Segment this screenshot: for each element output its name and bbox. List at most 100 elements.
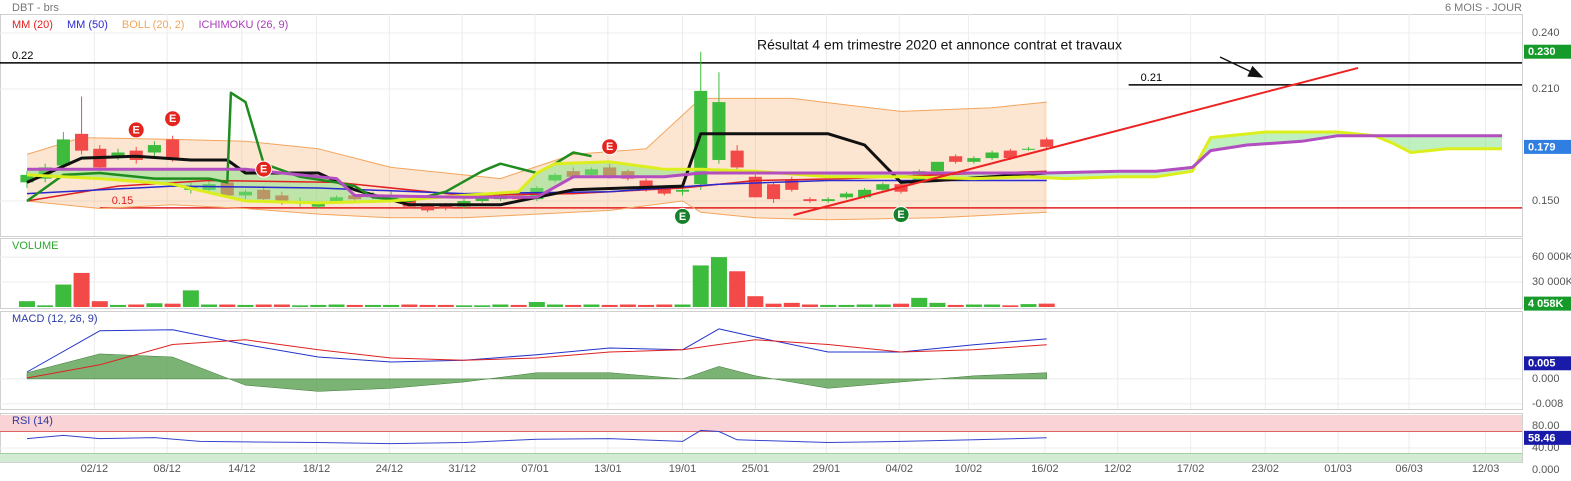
x-tick-label: 06/03 xyxy=(1395,463,1423,475)
volume-bar xyxy=(37,305,54,307)
chart-subtitle: 6 MOIS - JOUR xyxy=(1445,2,1522,14)
bollinger-upper xyxy=(26,97,1047,180)
y-tick-label: 0.240 xyxy=(1532,27,1560,39)
volume-bar xyxy=(619,304,636,307)
volume-bar xyxy=(146,303,163,307)
event-marker xyxy=(601,138,619,156)
overbought-zone xyxy=(0,415,1522,432)
volume-bar xyxy=(109,304,127,307)
x-tick-label: 25/01 xyxy=(742,463,770,475)
volume-bar xyxy=(528,302,545,307)
ichimoku-line xyxy=(26,91,592,203)
value-tag xyxy=(1524,356,1571,371)
trend-line xyxy=(793,66,1359,216)
candle-body xyxy=(639,180,653,190)
value-tag xyxy=(1524,44,1571,59)
annotation-arrow xyxy=(1219,56,1264,78)
candle-body xyxy=(767,184,781,200)
legend-entry: ICHIMOKU (26, 9) xyxy=(198,19,288,31)
candle-body xyxy=(985,152,999,159)
panel xyxy=(0,311,1522,409)
volume-bar xyxy=(18,301,35,307)
volume-bar xyxy=(874,304,891,307)
x-tick-label: 13/01 xyxy=(594,463,622,475)
candle-body xyxy=(56,139,70,166)
event-label: E xyxy=(133,124,140,136)
x-tick-label: 12/03 xyxy=(1472,463,1500,475)
volume-bar xyxy=(801,304,818,307)
event-label: E xyxy=(606,141,613,153)
candle-body xyxy=(785,180,799,190)
volume-bar xyxy=(656,304,673,307)
panel-title: MACD (12, 26, 9) xyxy=(12,313,98,325)
candle-body xyxy=(675,189,690,192)
volume-bar xyxy=(383,304,400,307)
volume-bar xyxy=(91,301,108,307)
volume-bar xyxy=(128,304,145,307)
x-tick-label: 08/12 xyxy=(153,463,181,475)
candle-body xyxy=(657,187,671,194)
volume-bar xyxy=(947,304,964,307)
volume-bar xyxy=(729,271,746,307)
candle-body xyxy=(821,199,835,202)
panel: 0.22 0.21 0.15 xyxy=(0,14,1522,236)
x-tick-label: 18/12 xyxy=(303,463,331,475)
x-tick-label: 16/02 xyxy=(1031,463,1059,475)
volume-bar xyxy=(911,297,928,307)
volume-bar xyxy=(182,290,199,307)
x-tick-label: 19/01 xyxy=(669,463,697,475)
x-tick-label: 14/12 xyxy=(228,463,256,475)
indicator-line xyxy=(26,339,1047,379)
volume-bar xyxy=(255,304,272,307)
event-marker xyxy=(674,207,692,225)
volume-bar xyxy=(164,303,181,307)
volume-bar xyxy=(510,304,527,307)
x-tick-label: 01/03 xyxy=(1324,463,1352,475)
volume-bar xyxy=(273,304,290,307)
legend-entry: BOLL (20, 2) xyxy=(122,19,185,31)
volume-bar xyxy=(583,304,600,307)
x-tick-label: 23/02 xyxy=(1251,463,1279,475)
x-tick-label: 10/02 xyxy=(955,463,983,475)
candle-body xyxy=(712,102,726,160)
candle-body xyxy=(439,204,453,209)
volume-bar xyxy=(492,304,509,307)
volume-bar xyxy=(292,305,309,307)
volume-bar xyxy=(820,304,837,307)
volume-bar xyxy=(346,304,363,307)
volume-bar xyxy=(55,284,72,307)
candle-body xyxy=(876,184,890,190)
candle-body xyxy=(803,199,817,202)
volume-bar xyxy=(747,296,764,307)
volume-bar xyxy=(893,303,910,307)
frames xyxy=(0,14,1523,463)
value-tag-label: 0.179 xyxy=(1528,141,1556,153)
panel xyxy=(0,238,1522,308)
candle-body xyxy=(748,176,762,198)
x-tick-label: 12/02 xyxy=(1104,463,1132,475)
candle-body xyxy=(75,133,89,151)
volume-bar xyxy=(984,304,1001,307)
event-marker xyxy=(255,160,273,178)
event-label: E xyxy=(260,164,267,176)
volume-bar xyxy=(638,304,655,307)
volume-bar xyxy=(765,303,782,307)
candle-body xyxy=(1040,139,1054,147)
event-label: E xyxy=(679,211,686,223)
volume-bar xyxy=(474,305,491,307)
panel-title: VOLUME xyxy=(12,240,58,252)
level-label: 0.15 xyxy=(112,195,133,207)
content: 0.22 0.21 0.15 0.240 0.210 0.150 E E E E E E MM (20)… xyxy=(0,14,1571,476)
volume-bar xyxy=(219,304,236,307)
volume-bar xyxy=(328,304,345,307)
level-label: 0.22 xyxy=(12,50,33,62)
y-tick-label: 60 000K xyxy=(1532,251,1571,263)
candle-body xyxy=(166,139,180,159)
x-tick-label: 04/02 xyxy=(885,463,913,475)
event-marker xyxy=(892,206,910,224)
y-tick-label: 0.000 xyxy=(1532,464,1560,476)
level-label: 0.21 xyxy=(1141,72,1162,84)
candle-body xyxy=(1003,150,1017,159)
candle-body xyxy=(147,145,161,153)
